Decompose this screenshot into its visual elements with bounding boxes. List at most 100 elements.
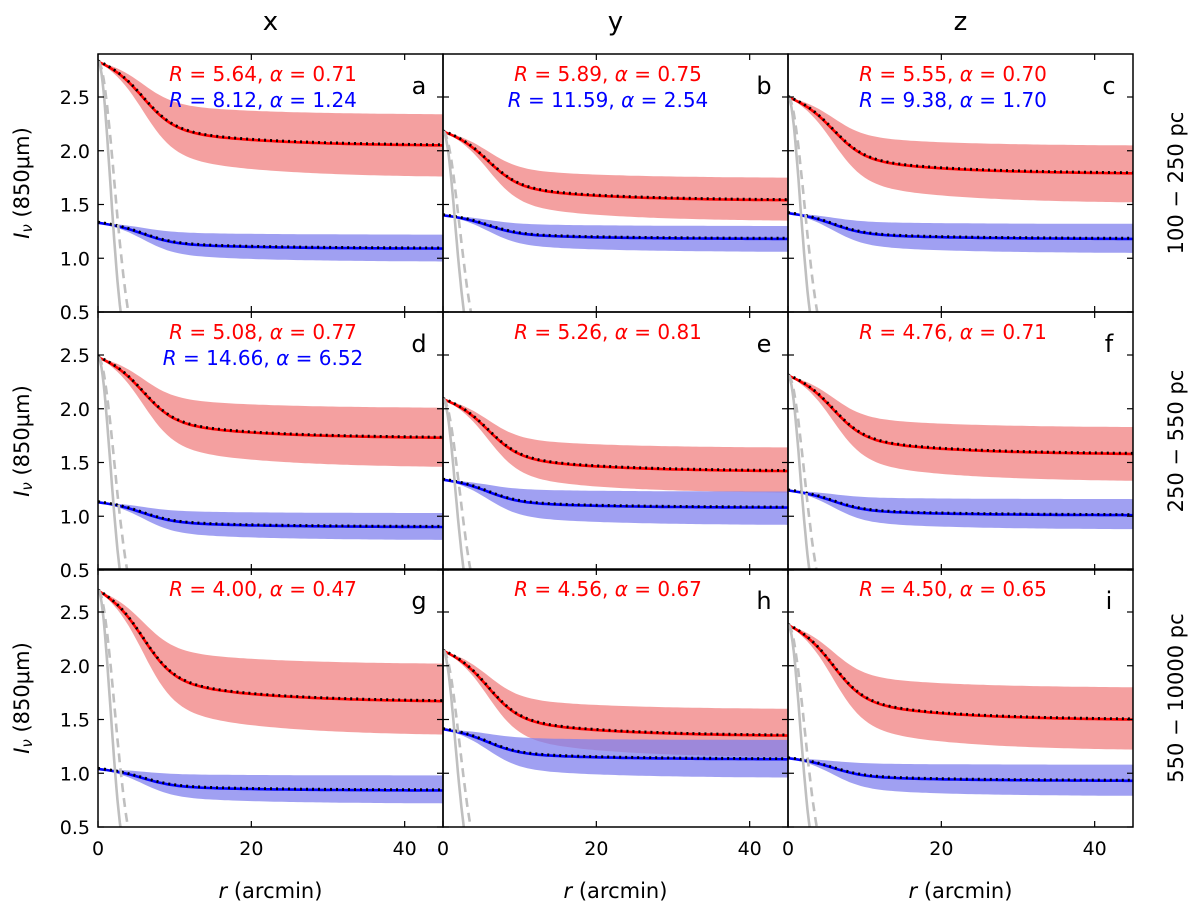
red-fit-annotation: R = 5.08, α = 0.77: [169, 320, 357, 344]
red-band: [788, 624, 1133, 750]
x-axis-label-units: (arcmin): [572, 879, 667, 903]
red-profile-line: [98, 589, 443, 703]
panel-plot-area: [98, 355, 443, 570]
beam-profile-line: [443, 649, 466, 827]
red-fit-dotted-line: [788, 95, 1133, 175]
annotation-alpha-symbol: α: [960, 320, 973, 344]
red-profile-line: [788, 374, 1133, 456]
y-axis-label-units: (850μm): [10, 642, 34, 739]
y-tick-label: 2.5: [60, 87, 90, 109]
red-band: [98, 590, 443, 735]
panel-plot-area: [788, 623, 1133, 827]
column-title-x: x: [263, 7, 278, 37]
y-axis-label: Iν (850μm): [10, 127, 36, 239]
annotation-R-symbol: R: [514, 577, 528, 601]
blue-fit-dotted-line: [443, 213, 788, 240]
y-tick-label: 1.0: [60, 248, 90, 270]
annotation-R-value: = 14.66,: [177, 346, 276, 370]
panel-letter: a: [412, 72, 427, 100]
beam-profile-line: [98, 356, 122, 570]
x-tick-label: 0: [782, 838, 794, 860]
beam-profile-line: [443, 130, 466, 312]
annotation-R-value: = 9.38,: [873, 88, 960, 112]
x-tick-label: 40: [1083, 838, 1107, 860]
y-axis-label-subscript: ν: [18, 739, 36, 747]
red-fit-annotation: R = 5.89, α = 0.75: [514, 62, 702, 86]
x-tick-label: 20: [929, 838, 953, 860]
x-axis-label-symbol: r: [564, 879, 574, 903]
annotation-alpha-value: = 6.52: [289, 346, 363, 370]
blue-fit-annotation: R = 14.66, α = 6.52: [163, 346, 364, 370]
x-axis-label: r (arcmin): [219, 879, 323, 903]
annotation-alpha-value: = 1.70: [973, 88, 1047, 112]
panel-c: cR = 5.55, α = 0.70R = 9.38, α = 1.70: [787, 53, 1134, 313]
panel-d: 0.51.01.52.02.5 dR = 5.08, α = 0.77R = 14…: [60, 311, 444, 582]
panel-a: 0.51.01.52.02.5 aR = 5.64, α = 0.71R = 8.…: [60, 53, 444, 324]
panel-plot-area: [98, 588, 443, 827]
red-fit-annotation: R = 4.76, α = 0.71: [859, 320, 1047, 344]
y-tick-label: 2.5: [60, 345, 90, 367]
annotation-R-symbol: R: [169, 88, 183, 112]
red-fit-annotation: R = 5.64, α = 0.71: [169, 62, 357, 86]
y-axis-label: Iν (850μm): [10, 385, 36, 497]
red-profile-line: [443, 130, 788, 202]
annotation-alpha-symbol: α: [960, 88, 973, 112]
annotation-alpha-symbol: α: [270, 88, 283, 112]
x-axis-label: r (arcmin): [564, 879, 668, 903]
annotation-R-value: = 5.08,: [183, 320, 270, 344]
panel-plot-area: [788, 95, 1133, 312]
annotation-R-value: = 5.26,: [528, 320, 615, 344]
annotation-alpha-value: = 2.54: [634, 88, 708, 112]
panel-plot-area: [98, 59, 443, 312]
x-tick-label: 0: [92, 838, 104, 860]
beam-profile-line: [788, 96, 812, 312]
panel-letter: b: [756, 72, 771, 100]
y-axis-label-symbol: I: [10, 233, 34, 239]
annotation-R-value: = 5.64,: [183, 62, 270, 86]
red-fit-dotted-line: [443, 397, 788, 472]
annotation-alpha-value: = 0.71: [283, 62, 357, 86]
beam-profile-dashed-line: [788, 95, 819, 312]
column-title-y: y: [608, 7, 623, 37]
beam-profile-dashed-line: [443, 130, 473, 312]
red-band: [98, 357, 443, 467]
y-axis-label-subscript: ν: [18, 224, 36, 232]
blue-band: [98, 769, 443, 804]
annotation-alpha-symbol: α: [615, 320, 628, 344]
red-fit-annotation: R = 4.56, α = 0.67: [514, 577, 702, 601]
annotation-R-value: = 5.55,: [873, 62, 960, 86]
beam-profile-line: [98, 589, 122, 827]
annotation-alpha-value: = 0.70: [973, 62, 1047, 86]
red-fit-annotation: R = 4.00, α = 0.47: [169, 577, 357, 601]
beam-profile-dashed-line: [98, 589, 130, 827]
annotation-alpha-symbol: α: [960, 577, 973, 601]
red-fit-annotation: R = 5.55, α = 0.70: [859, 62, 1047, 86]
panel-letter: i: [1106, 587, 1113, 615]
blue-band: [788, 758, 1133, 796]
x-axis-label: r (arcmin): [909, 879, 1013, 903]
x-tick-label: 0: [437, 838, 449, 860]
annotation-R-value: = 4.00,: [183, 577, 270, 601]
panel-h: 0 20 40 h R = 4.56, α = 0.67: [437, 568, 789, 860]
panel-plot-area: [443, 648, 788, 827]
y-tick-label: 2.0: [60, 399, 90, 421]
panel-letter: f: [1105, 330, 1114, 358]
blue-band: [98, 222, 443, 262]
annotation-alpha-value: = 0.47: [283, 577, 357, 601]
panel-b: bR = 5.89, α = 0.75R = 11.59, α = 2.54: [442, 53, 789, 313]
blue-fit-dotted-line: [98, 766, 443, 792]
annotation-R-value: = 4.56,: [528, 577, 615, 601]
blue-band: [98, 502, 443, 540]
blue-fit-dotted-line: [788, 488, 1133, 516]
annotation-R-symbol: R: [169, 62, 183, 86]
annotation-alpha-symbol: α: [621, 88, 634, 112]
labels-layer: x y z 100 − 250 pc 250 − 550 pc 550 − 10000 p…: [10, 7, 1188, 903]
annotation-R-value: = 5.89,: [528, 62, 615, 86]
red-band: [788, 97, 1133, 203]
annotation-alpha-symbol: α: [270, 62, 283, 86]
y-axis-label-symbol: I: [10, 491, 34, 497]
blue-fit-annotation: R = 9.38, α = 1.70: [859, 88, 1047, 112]
red-fit-annotation: R = 4.50, α = 0.65: [859, 577, 1047, 601]
panel-g: 0.5 1.0 1.5 2.0 2.5 0 20 40 g R = 4.00, α = 0.47: [60, 568, 444, 860]
